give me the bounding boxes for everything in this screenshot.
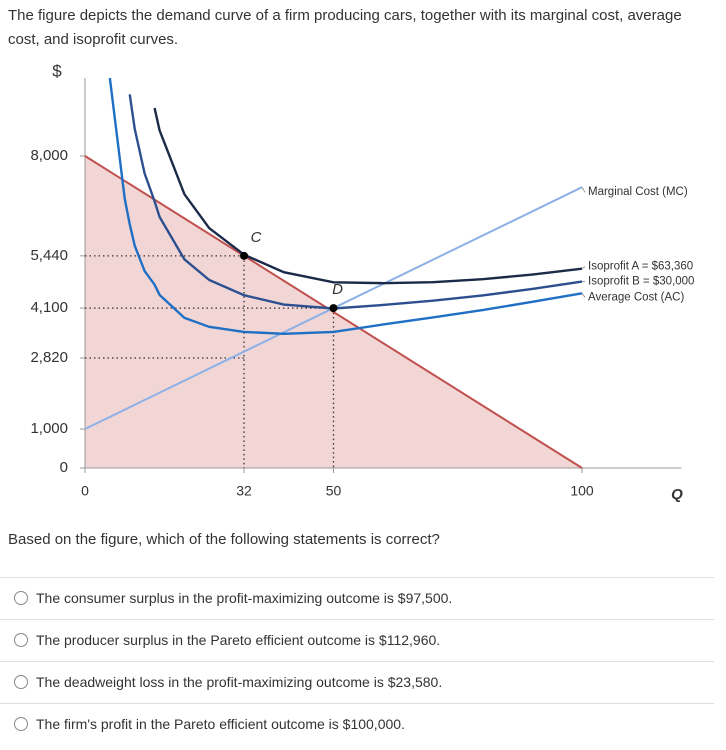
y-tick-label: 5,440 xyxy=(30,247,68,264)
x-axis-label: Q xyxy=(671,486,683,503)
point xyxy=(240,251,249,260)
legend-label: Isoprofit A = $63,360 xyxy=(588,261,693,273)
option[interactable]: The producer surplus in the Pareto effic… xyxy=(0,619,714,662)
option[interactable]: The deadweight loss in the profit-maximi… xyxy=(0,661,714,704)
x-tick-label: 0 xyxy=(81,483,89,499)
y-tick-label: 0 xyxy=(60,459,68,476)
radio[interactable] xyxy=(14,717,28,731)
point xyxy=(329,304,338,313)
legend-label: Average Cost (AC) xyxy=(588,291,684,303)
radio[interactable] xyxy=(14,633,28,647)
option[interactable]: The firm's profit in the Pareto efficien… xyxy=(0,703,714,746)
intro: The figure depicts the demand curve of a… xyxy=(8,7,682,48)
prompt: Based on the figure, which of the follow… xyxy=(8,531,440,548)
legend-tick xyxy=(581,186,586,193)
legend-tick xyxy=(581,292,586,298)
option-text: The deadweight loss in the profit-maximi… xyxy=(36,674,443,690)
y-tick-label: 4,100 xyxy=(30,299,68,316)
y-tick-label: 2,820 xyxy=(30,349,68,366)
chart: $ Q 0 1,000 2,820 4,100 5,440 8,000 0 32 50 100 Marg… xyxy=(30,61,694,503)
x-tick-label: 50 xyxy=(326,483,342,499)
y-tick-label: 1,000 xyxy=(30,420,68,437)
legend-label: Marginal Cost (MC) xyxy=(588,186,688,198)
radio[interactable] xyxy=(14,591,28,605)
curve xyxy=(128,94,583,310)
curve xyxy=(153,107,583,285)
y-axis-label: $ xyxy=(52,61,62,80)
x-tick-label: 100 xyxy=(570,483,594,499)
legend-tick xyxy=(581,266,586,270)
option[interactable]: The consumer surplus in the profit-maxim… xyxy=(0,577,714,620)
point-label: D xyxy=(332,281,343,298)
legend-label: Isoprofit B = $30,000 xyxy=(588,276,694,288)
option-text: The consumer surplus in the profit-maxim… xyxy=(36,590,453,606)
option-text: The firm's profit in the Pareto efficien… xyxy=(36,716,405,732)
x-tick-label: 32 xyxy=(236,483,252,499)
radio[interactable] xyxy=(14,675,28,689)
y-tick-label: 8,000 xyxy=(30,147,68,164)
curve xyxy=(108,77,583,336)
option-text: The producer surplus in the Pareto effic… xyxy=(36,632,441,648)
point-label: C xyxy=(251,229,262,246)
